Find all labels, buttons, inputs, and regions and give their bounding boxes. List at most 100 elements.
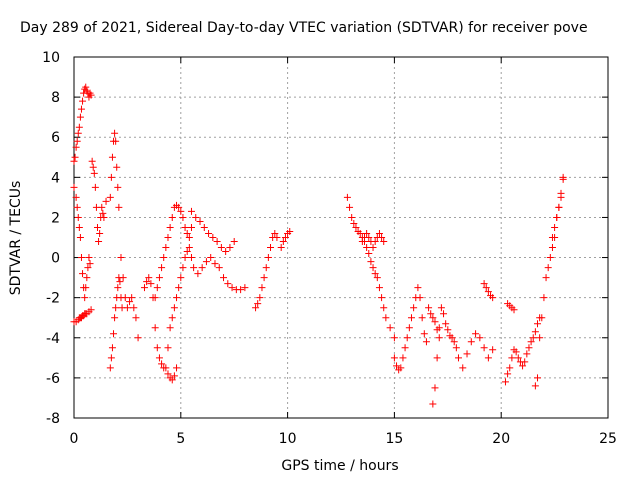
data-point [82,83,90,91]
data-point [237,286,245,294]
data-point [71,153,79,161]
data-point [107,173,115,181]
data-point [179,264,187,272]
data-point [151,294,159,302]
data-point [482,284,490,292]
data-point [73,203,81,211]
data-point [202,258,210,266]
data-point [510,306,518,314]
data-point [90,169,98,177]
data-point [444,326,452,334]
data-point [116,278,124,286]
data-point [119,274,127,282]
data-point [557,189,565,197]
data-point [155,354,163,362]
data-point [416,294,424,302]
x-tick-label: 0 [70,431,79,447]
data-point [73,137,81,145]
series-pass-u [504,300,518,314]
data-point [529,334,537,342]
data-point [185,244,193,252]
data-point [198,264,206,272]
data-point [158,360,166,368]
y-tick-label: 0 [51,251,60,267]
data-point [162,244,170,252]
data-point [429,400,437,408]
data-point [382,314,390,322]
data-point [164,344,172,352]
data-point [352,223,360,231]
data-point [420,330,428,338]
data-point [393,362,401,370]
data-point [378,234,386,241]
data-point [70,157,78,165]
data-point [177,274,185,282]
data-point [403,334,411,342]
data-point [489,294,497,302]
data-point [89,163,97,171]
data-point [224,280,232,288]
data-point [77,254,85,262]
data-point [82,284,90,292]
data-point [164,234,172,241]
data-point [88,157,96,165]
data-point [369,244,377,252]
data-point [363,229,371,237]
data-point [375,229,383,237]
data-point [79,97,87,105]
data-point [540,294,548,302]
data-point [114,284,122,292]
series-pass-n [343,193,398,342]
data-point [397,364,405,372]
data-point [369,264,377,272]
data-point [177,207,185,215]
data-point [87,306,95,314]
data-point [106,193,114,201]
data-point [407,314,415,322]
data-point [390,334,398,342]
data-point [281,234,289,241]
data-point [386,324,394,332]
data-point [431,384,439,392]
data-point [375,284,383,292]
data-point [553,213,561,221]
y-axis-label: SDTVAR / TECUs [8,181,24,296]
data-point [467,338,475,346]
data-point [113,163,121,171]
y-tick-label: -8 [46,411,60,427]
data-point [200,223,208,231]
data-point [134,334,142,342]
data-point [77,105,85,113]
data-point [527,338,535,346]
data-point [459,364,467,372]
data-point [418,314,426,322]
data-point [286,227,294,235]
data-point [173,364,181,372]
data-point [74,213,82,221]
data-point [519,362,527,370]
data-point [106,364,114,372]
data-point [153,344,161,352]
data-point [279,238,287,246]
axes [73,56,609,419]
data-point [365,234,373,241]
series-pass-e [106,274,126,372]
tick-labels: 0 5 10 15 20 25 -8 -6 -4 -2 0 2 4 6 8 10 [42,50,617,447]
data-point [241,284,249,292]
data-point [108,153,116,161]
x-tick-label: 20 [492,431,510,447]
series-pass-j [164,244,249,352]
data-point [181,223,189,231]
data-point [427,310,435,318]
data-point [187,223,195,231]
data-point [228,284,236,292]
data-point [365,250,373,258]
data-point [75,123,83,131]
data-point [555,203,563,211]
data-point [75,223,83,231]
data-point [100,213,108,221]
data-point [175,203,183,211]
data-point [166,223,174,231]
series-pass-d [88,157,110,246]
data-point [546,254,554,262]
